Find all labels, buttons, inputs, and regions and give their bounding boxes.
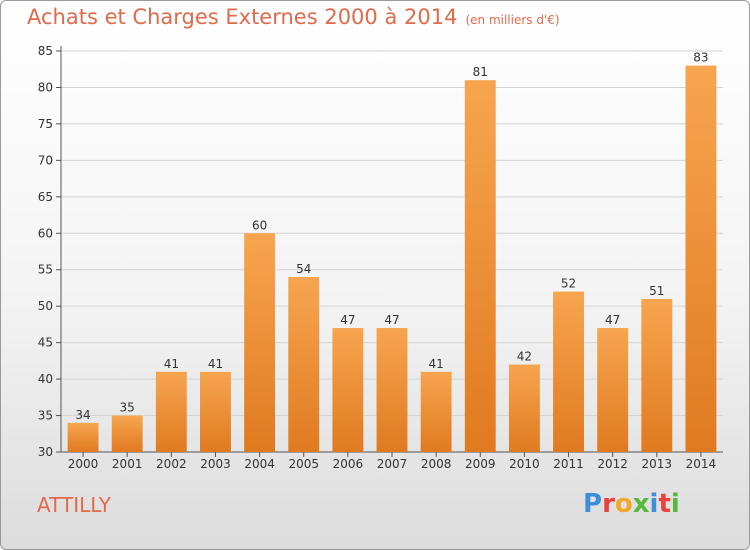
bar [553, 291, 584, 452]
logo-letter: i [649, 489, 659, 519]
proxiti-logo: Proxiti [583, 489, 680, 519]
data-label: 34 [75, 408, 90, 422]
logo-letter: x [632, 489, 650, 519]
data-label: 52 [561, 277, 576, 291]
x-tick-label: 2014 [686, 457, 717, 471]
logo-letter: r [602, 489, 615, 519]
bar [288, 277, 320, 452]
bar [508, 364, 540, 452]
data-label: 41 [428, 357, 443, 371]
data-label: 41 [208, 357, 223, 371]
x-tick-label: 2002 [156, 457, 187, 471]
data-label: 42 [517, 350, 532, 364]
bar [597, 328, 629, 452]
y-tick-label: 50 [38, 299, 53, 313]
bar [641, 298, 673, 452]
x-tick-label: 2012 [597, 457, 628, 471]
bar [67, 422, 99, 452]
bar [685, 65, 717, 452]
y-tick-label: 60 [38, 226, 53, 240]
place-name: ATTILLY [37, 493, 111, 517]
data-label: 47 [384, 313, 399, 327]
bar [111, 415, 143, 452]
data-label: 60 [252, 218, 267, 232]
chart-title-text: Achats et Charges Externes 2000 à 2014 [27, 5, 458, 29]
bar [244, 233, 276, 452]
y-tick-label: 30 [38, 445, 53, 459]
data-label: 47 [340, 313, 355, 327]
data-label: 41 [164, 357, 179, 371]
y-tick-label: 55 [38, 263, 53, 277]
data-label: 35 [120, 401, 135, 415]
bar [376, 328, 408, 452]
x-tick-label: 2005 [288, 457, 319, 471]
labels: 30 35 40 45 50 55 60 65 70 75 80 85 2000 34 2001 35 2002… [38, 44, 716, 471]
data-label: 54 [296, 262, 311, 276]
x-tick-label: 2000 [68, 457, 99, 471]
y-tick-label: 85 [38, 44, 53, 58]
x-tick-label: 2008 [421, 457, 452, 471]
data-label: 83 [693, 51, 708, 65]
chart-title: Achats et Charges Externes 2000 à 2014 (e… [27, 5, 560, 29]
x-tick-label: 2007 [377, 457, 408, 471]
x-tick-label: 2011 [553, 457, 584, 471]
y-tick-label: 70 [38, 153, 53, 167]
y-tick-label: 80 [38, 80, 53, 94]
x-tick-label: 2003 [200, 457, 231, 471]
bar [332, 328, 364, 452]
x-tick-label: 2001 [112, 457, 143, 471]
bar [420, 371, 452, 452]
data-label: 51 [649, 284, 664, 298]
logo-letter: P [583, 489, 603, 519]
y-tick-label: 35 [38, 409, 53, 423]
logo-letter: i [670, 489, 680, 519]
x-tick-label: 2009 [465, 457, 496, 471]
bars [67, 65, 717, 452]
x-tick-label: 2006 [333, 457, 364, 471]
x-tick-label: 2010 [509, 457, 540, 471]
bar [464, 80, 496, 452]
logo-letter: o [614, 489, 633, 519]
y-tick-label: 75 [38, 117, 53, 131]
y-tick-label: 45 [38, 336, 53, 350]
x-tick-label: 2004 [244, 457, 275, 471]
bar [200, 371, 231, 452]
data-label: 47 [605, 313, 620, 327]
x-tick-label: 2013 [642, 457, 673, 471]
bar [155, 371, 187, 452]
y-tick-label: 65 [38, 190, 53, 204]
chart-subtitle: (en milliers d'€) [465, 13, 560, 27]
y-tick-label: 40 [38, 372, 53, 386]
data-label: 81 [473, 65, 488, 79]
logo-letter: t [658, 489, 671, 519]
